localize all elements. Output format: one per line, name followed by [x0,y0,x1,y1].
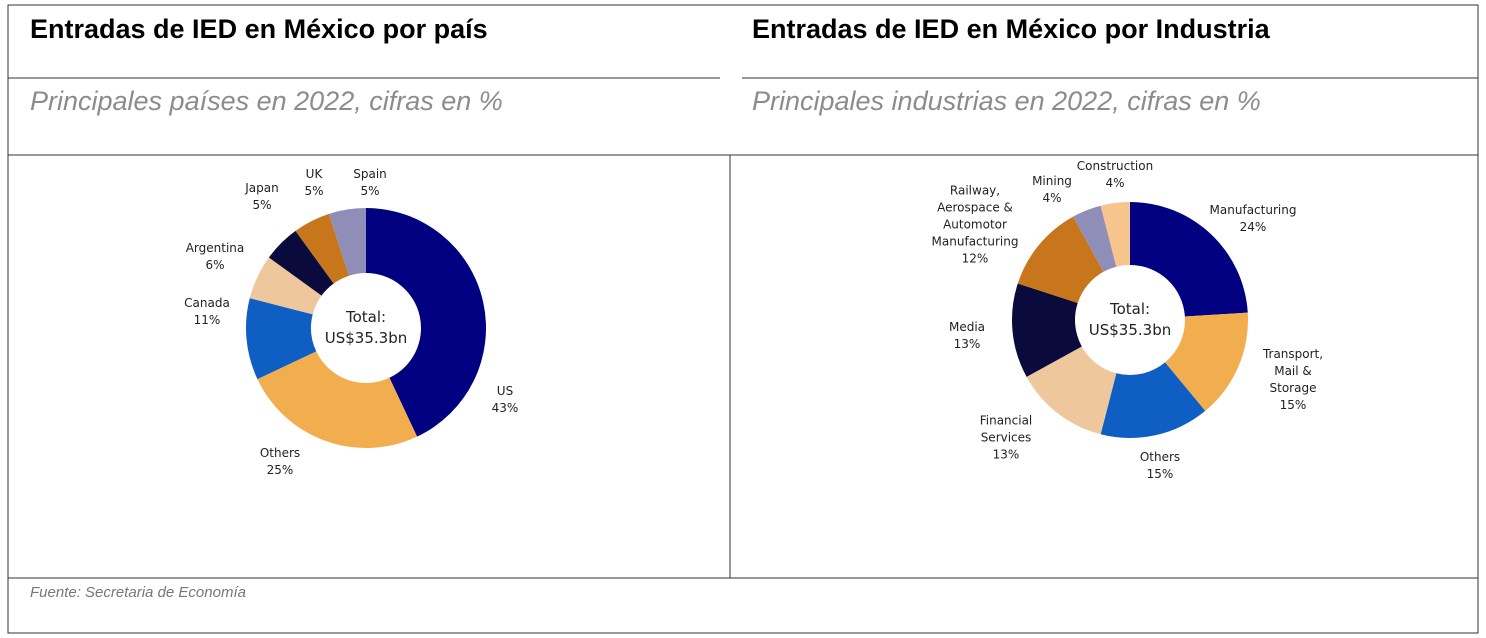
slice-label: Others 25% [250,445,310,479]
donut-slice [1026,346,1117,435]
category-label: US [496,384,514,398]
slice-label: Transport, Mail & Storage 15% [1253,346,1333,414]
value-label: 43% [491,401,519,415]
slice-label: Japan 5% [237,180,287,214]
category-label: UK [305,167,323,181]
category-label: Others [259,446,301,460]
donut-slice [1100,362,1206,439]
value-label: 5% [360,184,380,198]
slice-label: Manufacturing 24% [1193,202,1313,236]
value-label: 24% [1239,220,1267,234]
slice-label: Mining 4% [1027,173,1077,207]
value-label: 12% [961,251,989,266]
value-label: 5% [304,184,324,198]
slice-label: Argentina 6% [175,240,255,274]
center-label: Total: US$35.3bn [324,308,408,347]
slice-label: Spain 5% [345,166,395,200]
donut-slice [1017,216,1104,304]
donut-slice [257,351,418,448]
slice-label: Media 13% [937,319,997,353]
category-label: Argentina [185,241,245,255]
donut-slice [268,230,334,296]
value-label: 4% [1042,191,1062,205]
category-label: Transport, Mail & Storage [1262,347,1324,395]
category-label: Mining [1032,174,1072,188]
frame [7,4,1479,634]
source: Fuente: Secretaria de Economía [30,584,246,601]
category-label: Railway, Aerospace & Automotor Manufactu… [931,183,1019,249]
donut-slice [328,208,366,276]
donut-slice [246,298,317,380]
donut-slice [1100,202,1130,267]
category-label: Others [1139,450,1181,464]
slice-label: Others 15% [1130,449,1190,483]
chart-title: Entradas de IED en México por Industria [752,14,1270,44]
slice-label: US 43% [475,383,535,417]
value-label: 15% [1279,398,1307,412]
category-label: Manufacturing [1209,203,1297,217]
chart-title: Entradas de IED en México por país [30,14,488,44]
value-label: 25% [266,463,294,477]
value-label: 5% [252,198,272,212]
value-label: 15% [1146,467,1174,481]
center-label: Total: US$35.3bn [1088,300,1172,339]
donut-slice [1165,312,1249,411]
donut-slice [295,213,350,284]
category-label: Canada [184,296,230,310]
donut-slice [1012,283,1082,377]
category-label: Japan [245,181,279,195]
category-label: Financial Services [979,413,1033,445]
category-label: Spain [353,167,387,181]
donut-slice [1073,205,1117,272]
value-label: 13% [953,337,981,351]
slice-label: Railway, Aerospace & Automotor Manufactu… [918,183,1033,268]
value-label: 11% [193,313,221,327]
chart-subtitle: Principales países en 2022, cifras en % [30,86,503,116]
donut-slice [1130,202,1248,317]
donut-slice [366,208,487,437]
slice-label: UK 5% [299,166,329,200]
value-label: 4% [1105,176,1125,190]
chart-subtitle: Principales industrias en 2022, cifras e… [752,86,1261,116]
category-label: Construction [1076,159,1154,173]
value-label: 13% [992,447,1020,462]
category-label: Media [948,320,986,334]
donut-slice [249,257,322,315]
value-label: 6% [205,258,225,272]
slice-label: Construction 4% [1070,158,1160,192]
slice-label: Canada 11% [172,295,242,329]
slice-label: Financial Services 13% [966,413,1046,464]
